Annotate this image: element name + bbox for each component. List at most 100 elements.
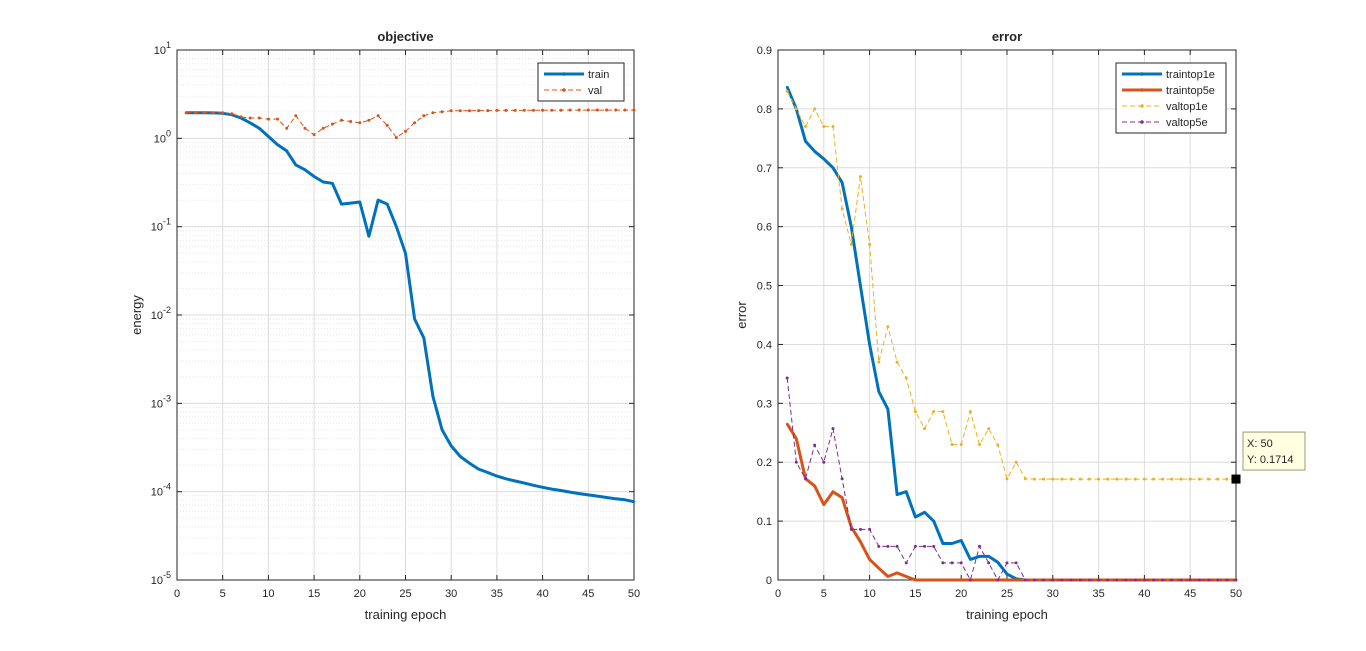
x-tick-label: 0 [174,588,180,600]
data-point-val [586,108,590,112]
data-point-val [376,114,380,118]
datatip-box [1242,431,1306,471]
y-tick-label: 0.6 [757,222,772,234]
data-point-valtop5e [858,527,862,531]
data-point-train [258,127,261,130]
series-line-train [186,111,635,504]
y-tick-label: 0.7 [757,163,772,175]
data-point-val [230,112,234,116]
data-point-val [385,123,389,127]
y-tick-exponent: 0 [166,128,171,138]
data-point-valtop1e [822,125,826,129]
legend-marker-traintop1e [1140,72,1144,76]
data-point-traintop1e [905,490,908,493]
data-point-valtop5e [1152,578,1156,582]
data-point-valtop1e [1032,477,1036,481]
data-point-traintop5e [978,578,981,582]
data-point-val [504,108,508,112]
series-val [184,108,636,140]
data-point-traintop5e [950,578,954,582]
data-point-valtop5e [895,544,899,548]
legend[interactable]: traintop1e traintop5e valtop1e valtop5e [1115,62,1227,134]
data-point-train [340,202,343,206]
data-point-valtop5e [1161,578,1165,582]
legend-marker-val [562,88,566,92]
y-tick-base: 10 [151,487,163,499]
data-point-traintop5e [941,578,945,582]
data-point-traintop1e [987,555,990,558]
data-point-valtop5e [1216,578,1220,582]
y-tick-exponent: -5 [163,570,171,580]
data-point-valtop5e [886,544,890,548]
data-point-traintop1e [996,561,1000,564]
data-point-traintop5e [859,540,862,543]
data-point-valtop1e [785,89,789,93]
data-point-train [422,336,425,340]
chart-title: error [992,29,1022,44]
data-point-valtop5e [987,561,991,565]
data-point-val [440,110,444,114]
data-point-val [349,120,353,124]
data-point-traintop1e [932,519,935,523]
y-tick-label: 10-2 [151,305,171,322]
data-point-traintop5e [822,503,825,506]
datatip-x-text: X: 50 [1247,438,1273,450]
data-point-val [486,109,490,113]
y-tick-label: 0.9 [757,45,772,57]
datatip[interactable]: X: 50 Y: 0.1714 [1231,431,1306,484]
data-point-train [440,428,444,432]
data-point-valtop1e [858,175,862,179]
legend-label: train [588,69,609,81]
data-point-traintop1e [914,515,917,519]
data-point-valtop1e [941,410,945,414]
data-point-valtop1e [849,242,853,246]
y-tick-label: 101 [154,40,171,57]
datatip-y-text: Y: 0.1714 [1247,454,1294,466]
data-point-train [577,492,581,495]
data-point-val [294,114,298,118]
data-point-valtop5e [1060,578,1064,582]
data-point-traintop5e [886,575,890,578]
data-point-valtop1e [813,107,817,111]
data-point-valtop5e [996,578,1000,582]
data-point-traintop5e [795,437,798,440]
x-tick-label: 45 [1184,588,1196,600]
data-point-valtop1e [978,443,982,447]
data-point-val [467,109,471,113]
y-tick-label: 10-5 [151,570,171,587]
data-point-traintop5e [1014,578,1018,582]
data-point-valtop5e [1225,578,1229,582]
data-point-valtop1e [1060,477,1064,481]
data-point-valtop5e [1042,578,1046,582]
data-point-val [458,109,462,113]
data-point-train [367,234,371,238]
data-point-valtop5e [1188,578,1192,582]
data-point-valtop1e [840,207,844,211]
data-point-valtop1e [1161,477,1165,481]
data-point-val [477,109,481,113]
data-point-valtop1e [886,325,890,329]
data-point-val [394,136,398,140]
data-point-val [513,108,517,112]
data-point-traintop1e [941,542,945,545]
legend[interactable]: train val [537,62,625,102]
x-tick-label: 40 [1138,588,1150,600]
data-point-valtop1e [996,443,1000,447]
data-point-train [285,149,288,153]
data-point-train [312,175,316,178]
data-point-valtop5e [1142,578,1146,582]
data-point-traintop5e [932,578,935,582]
data-point-traintop1e [850,225,853,228]
data-point-traintop1e [804,140,807,143]
data-point-traintop5e [868,558,871,561]
data-point-valtop5e [877,544,881,548]
series-train [184,111,636,504]
data-point-train [331,182,334,185]
data-point-val [257,116,261,120]
datatip-marker[interactable] [1231,474,1241,484]
data-point-valtop1e [904,376,908,380]
data-point-valtop5e [822,460,826,464]
data-point-valtop1e [1106,477,1110,481]
chart-title: objective [377,29,433,44]
data-point-valtop1e [1197,477,1201,481]
